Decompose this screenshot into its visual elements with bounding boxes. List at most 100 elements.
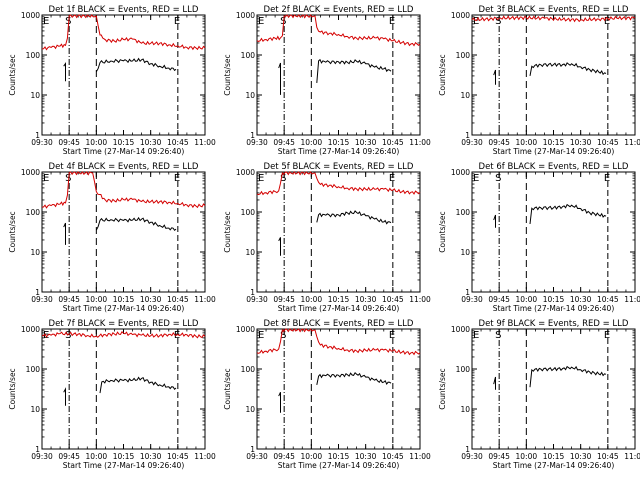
x-tick-label: 10:45 — [597, 138, 619, 147]
series-line-lld — [41, 331, 206, 339]
y-tick-label: 100 — [241, 51, 256, 60]
y-tick-label: 100 — [26, 51, 41, 60]
subplot-title: Det 1f BLACK = Events, RED = LLD — [49, 5, 199, 15]
series-line-events — [278, 391, 281, 413]
x-axis: 09:30 09:45 10:00 10:15 10:30 10:45 11:00 — [246, 172, 431, 304]
plot-frame — [41, 328, 206, 450]
event-marker-label: S — [65, 330, 71, 341]
x-tick-label: 10:00 — [301, 138, 323, 147]
event-marker-label: E — [174, 330, 180, 341]
y-axis: 1 10 100 1000 — [236, 325, 420, 454]
y-axis-label: Counts/sec — [438, 368, 447, 409]
y-tick-label: 100 — [241, 208, 256, 217]
x-axis-label: Start Time (27-Mar-14 09:26:40) — [63, 147, 185, 156]
x-tick-label: 09:45 — [58, 295, 80, 304]
subplot-8: Det 8f BLACK = Events, RED = LLD 1 10 100 10… — [223, 319, 431, 470]
x-tick-label: 10:45 — [382, 452, 404, 461]
x-tick-label: 10:30 — [140, 295, 162, 304]
series-line-events — [278, 237, 281, 256]
x-axis: 09:30 09:45 10:00 10:15 10:30 10:45 11:00 — [31, 172, 216, 304]
x-tick-label: 10:00 — [86, 452, 108, 461]
subplot-1: Det 1f BLACK = Events, RED = LLD 1 10 100 10… — [8, 5, 216, 156]
x-tick-label: 10:15 — [543, 138, 565, 147]
event-marker-label: E — [258, 16, 264, 27]
x-tick-label: 10:30 — [355, 138, 377, 147]
y-tick-label: 1 — [35, 131, 40, 140]
event-marker-label: S — [280, 330, 286, 341]
series-line-events — [95, 57, 177, 73]
event-marker-label: S — [495, 16, 501, 27]
x-axis: 09:30 09:45 10:00 10:15 10:30 10:45 11:00 — [31, 329, 216, 461]
series-line-events — [529, 203, 607, 225]
series-line-events — [95, 216, 177, 232]
plot-frame — [471, 171, 636, 293]
plot-frame — [41, 14, 206, 136]
series-group — [471, 15, 636, 85]
x-tick-label: 10:00 — [301, 452, 323, 461]
x-tick-label: 10:00 — [516, 452, 538, 461]
event-marker-label: E — [604, 173, 610, 184]
y-tick-label: 1 — [250, 131, 255, 140]
subplot-6: Det 6f BLACK = Events, RED = LLD 1 10 100 10… — [438, 162, 640, 313]
x-tick-label: 11:00 — [194, 138, 216, 147]
x-tick-label: 10:45 — [167, 295, 189, 304]
series-line-events — [493, 214, 496, 228]
x-tick-label: 10:45 — [597, 295, 619, 304]
plot-frame — [256, 14, 421, 136]
x-tick-label: 11:00 — [194, 452, 216, 461]
series-line-events — [529, 365, 607, 388]
x-tick-label: 09:45 — [273, 295, 295, 304]
x-tick-label: 11:00 — [624, 452, 640, 461]
event-marker-label: E — [43, 173, 49, 184]
x-axis-label: Start Time (27-Mar-14 09:26:40) — [63, 304, 185, 313]
series-group — [41, 331, 206, 406]
y-tick-label: 100 — [456, 51, 471, 60]
series-line-events — [316, 210, 392, 225]
x-tick-label: 09:45 — [58, 452, 80, 461]
x-tick-label: 10:15 — [328, 138, 350, 147]
y-tick-label: 1000 — [451, 11, 470, 20]
x-tick-label: 10:30 — [140, 138, 162, 147]
event-marker-label: E — [43, 16, 49, 27]
x-tick-label: 10:00 — [86, 295, 108, 304]
x-tick-label: 11:00 — [409, 138, 431, 147]
x-tick-label: 10:15 — [543, 295, 565, 304]
x-tick-label: 10:15 — [113, 295, 135, 304]
y-tick-label: 1 — [465, 288, 470, 297]
plot-frame — [471, 328, 636, 450]
event-marker-label: S — [280, 173, 286, 184]
subplot-3: Det 3f BLACK = Events, RED = LLD 1 10 100 10… — [438, 5, 640, 156]
subplot-7: Det 7f BLACK = Events, RED = LLD 1 10 100 10… — [8, 319, 216, 470]
x-tick-label: 10:15 — [113, 452, 135, 461]
x-tick-label: 10:00 — [301, 295, 323, 304]
x-tick-label: 10:30 — [570, 295, 592, 304]
x-axis-label: Start Time (27-Mar-14 09:26:40) — [493, 147, 615, 156]
series-group — [41, 171, 206, 245]
x-tick-label: 10:45 — [167, 452, 189, 461]
event-marker-label: E — [389, 16, 395, 27]
y-tick-label: 10 — [245, 248, 255, 257]
y-axis-label: Counts/sec — [438, 54, 447, 95]
y-tick-label: 10 — [460, 248, 470, 257]
x-tick-label: 09:45 — [488, 452, 510, 461]
event-marker-label: E — [389, 330, 395, 341]
x-tick-label: 09:30 — [31, 295, 53, 304]
subplot-title: Det 4f BLACK = Events, RED = LLD — [49, 162, 199, 172]
y-axis: 1 10 100 1000 — [451, 11, 635, 140]
x-tick-label: 09:45 — [58, 138, 80, 147]
x-tick-label: 11:00 — [624, 138, 640, 147]
event-marker-label: E — [604, 330, 610, 341]
x-tick-label: 10:15 — [543, 452, 565, 461]
x-tick-label: 09:30 — [31, 138, 53, 147]
event-marker-label: E — [473, 173, 479, 184]
series-line-events — [316, 372, 392, 386]
y-axis-label: Counts/sec — [438, 211, 447, 252]
series-line-events — [493, 69, 496, 85]
y-tick-label: 1 — [35, 288, 40, 297]
y-axis-label: Counts/sec — [223, 54, 232, 95]
subplot-title: Det 7f BLACK = Events, RED = LLD — [49, 319, 199, 329]
